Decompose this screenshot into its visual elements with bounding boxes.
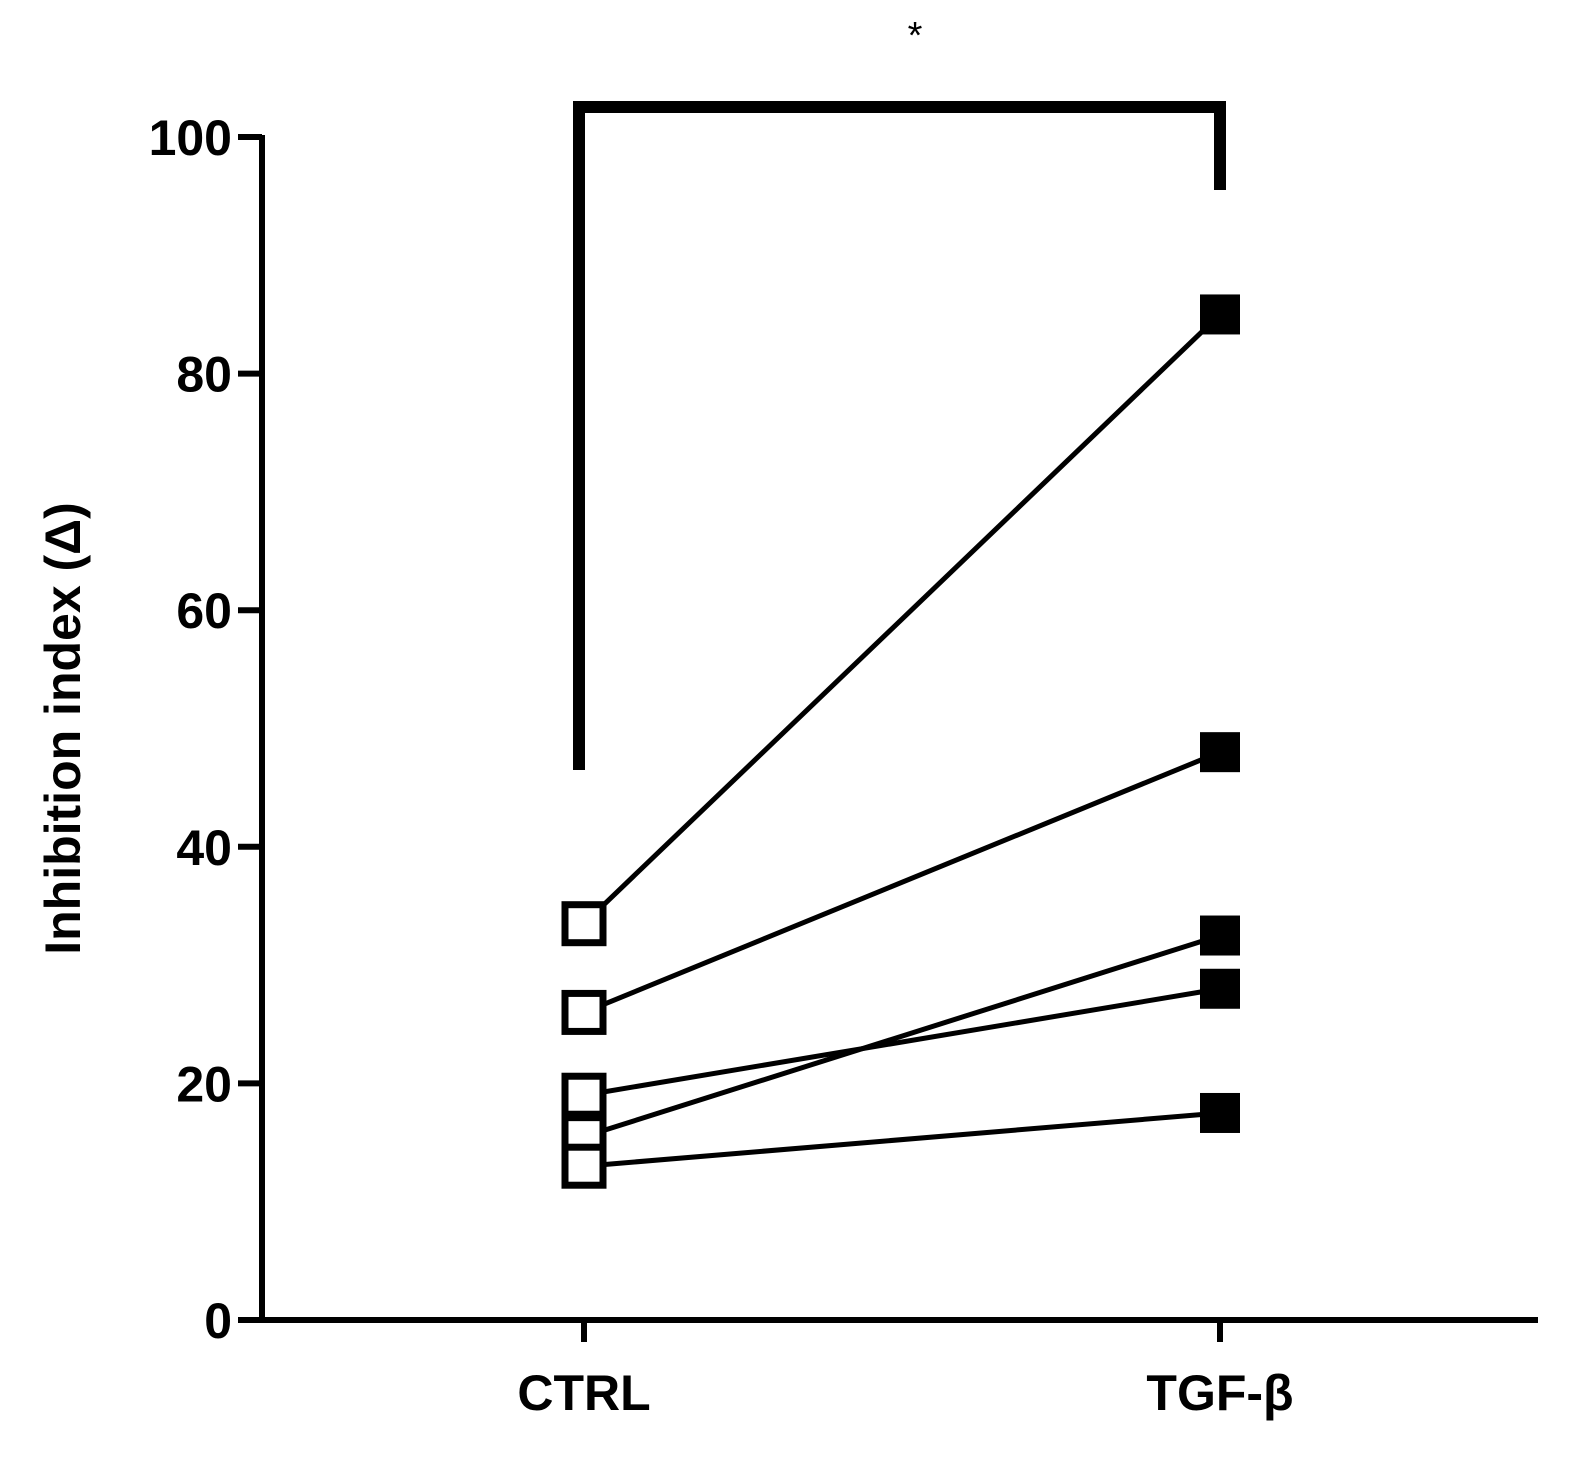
tgf-beta-data-point xyxy=(1200,915,1240,956)
y-tick-label: 0 xyxy=(204,1293,232,1349)
series-line xyxy=(583,933,1221,1140)
y-tick-label: 20 xyxy=(176,1056,232,1112)
y-tick-label: 40 xyxy=(176,820,232,876)
x-category-label: TGF-β xyxy=(1146,1365,1293,1421)
y-tick-label: 60 xyxy=(176,583,232,639)
series-line xyxy=(582,312,1222,926)
series-line xyxy=(583,749,1221,1015)
axes-group xyxy=(238,134,1538,1342)
series-line xyxy=(583,1110,1221,1169)
significance-asterisk: * xyxy=(908,15,923,57)
labels-group: 0 20 40 60 80 100 CTRL TGF-β Inhibition index (Δ… xyxy=(35,15,1294,1421)
tgf-beta-data-point xyxy=(1200,1092,1240,1133)
y-tick-label: 80 xyxy=(176,347,232,403)
significance-bracket xyxy=(573,101,1226,770)
ctrl-data-point xyxy=(561,1072,607,1118)
ctrl-data-point xyxy=(561,989,607,1035)
ctrl-data-point xyxy=(561,901,607,947)
y-tick-label: 100 xyxy=(149,110,232,166)
tgf-beta-data-point xyxy=(1200,968,1240,1009)
series-lines-group xyxy=(582,312,1222,1169)
tgf-beta-data-point xyxy=(1200,732,1240,773)
ctrl-data-point xyxy=(561,1143,607,1189)
series-line xyxy=(583,986,1221,1098)
markers-group xyxy=(561,294,1240,1189)
significance-bracket-group xyxy=(573,101,1226,770)
y-axis-title: Inhibition index (Δ) xyxy=(35,502,91,955)
x-category-label: CTRL xyxy=(517,1365,650,1421)
tgf-beta-data-point xyxy=(1200,294,1240,335)
